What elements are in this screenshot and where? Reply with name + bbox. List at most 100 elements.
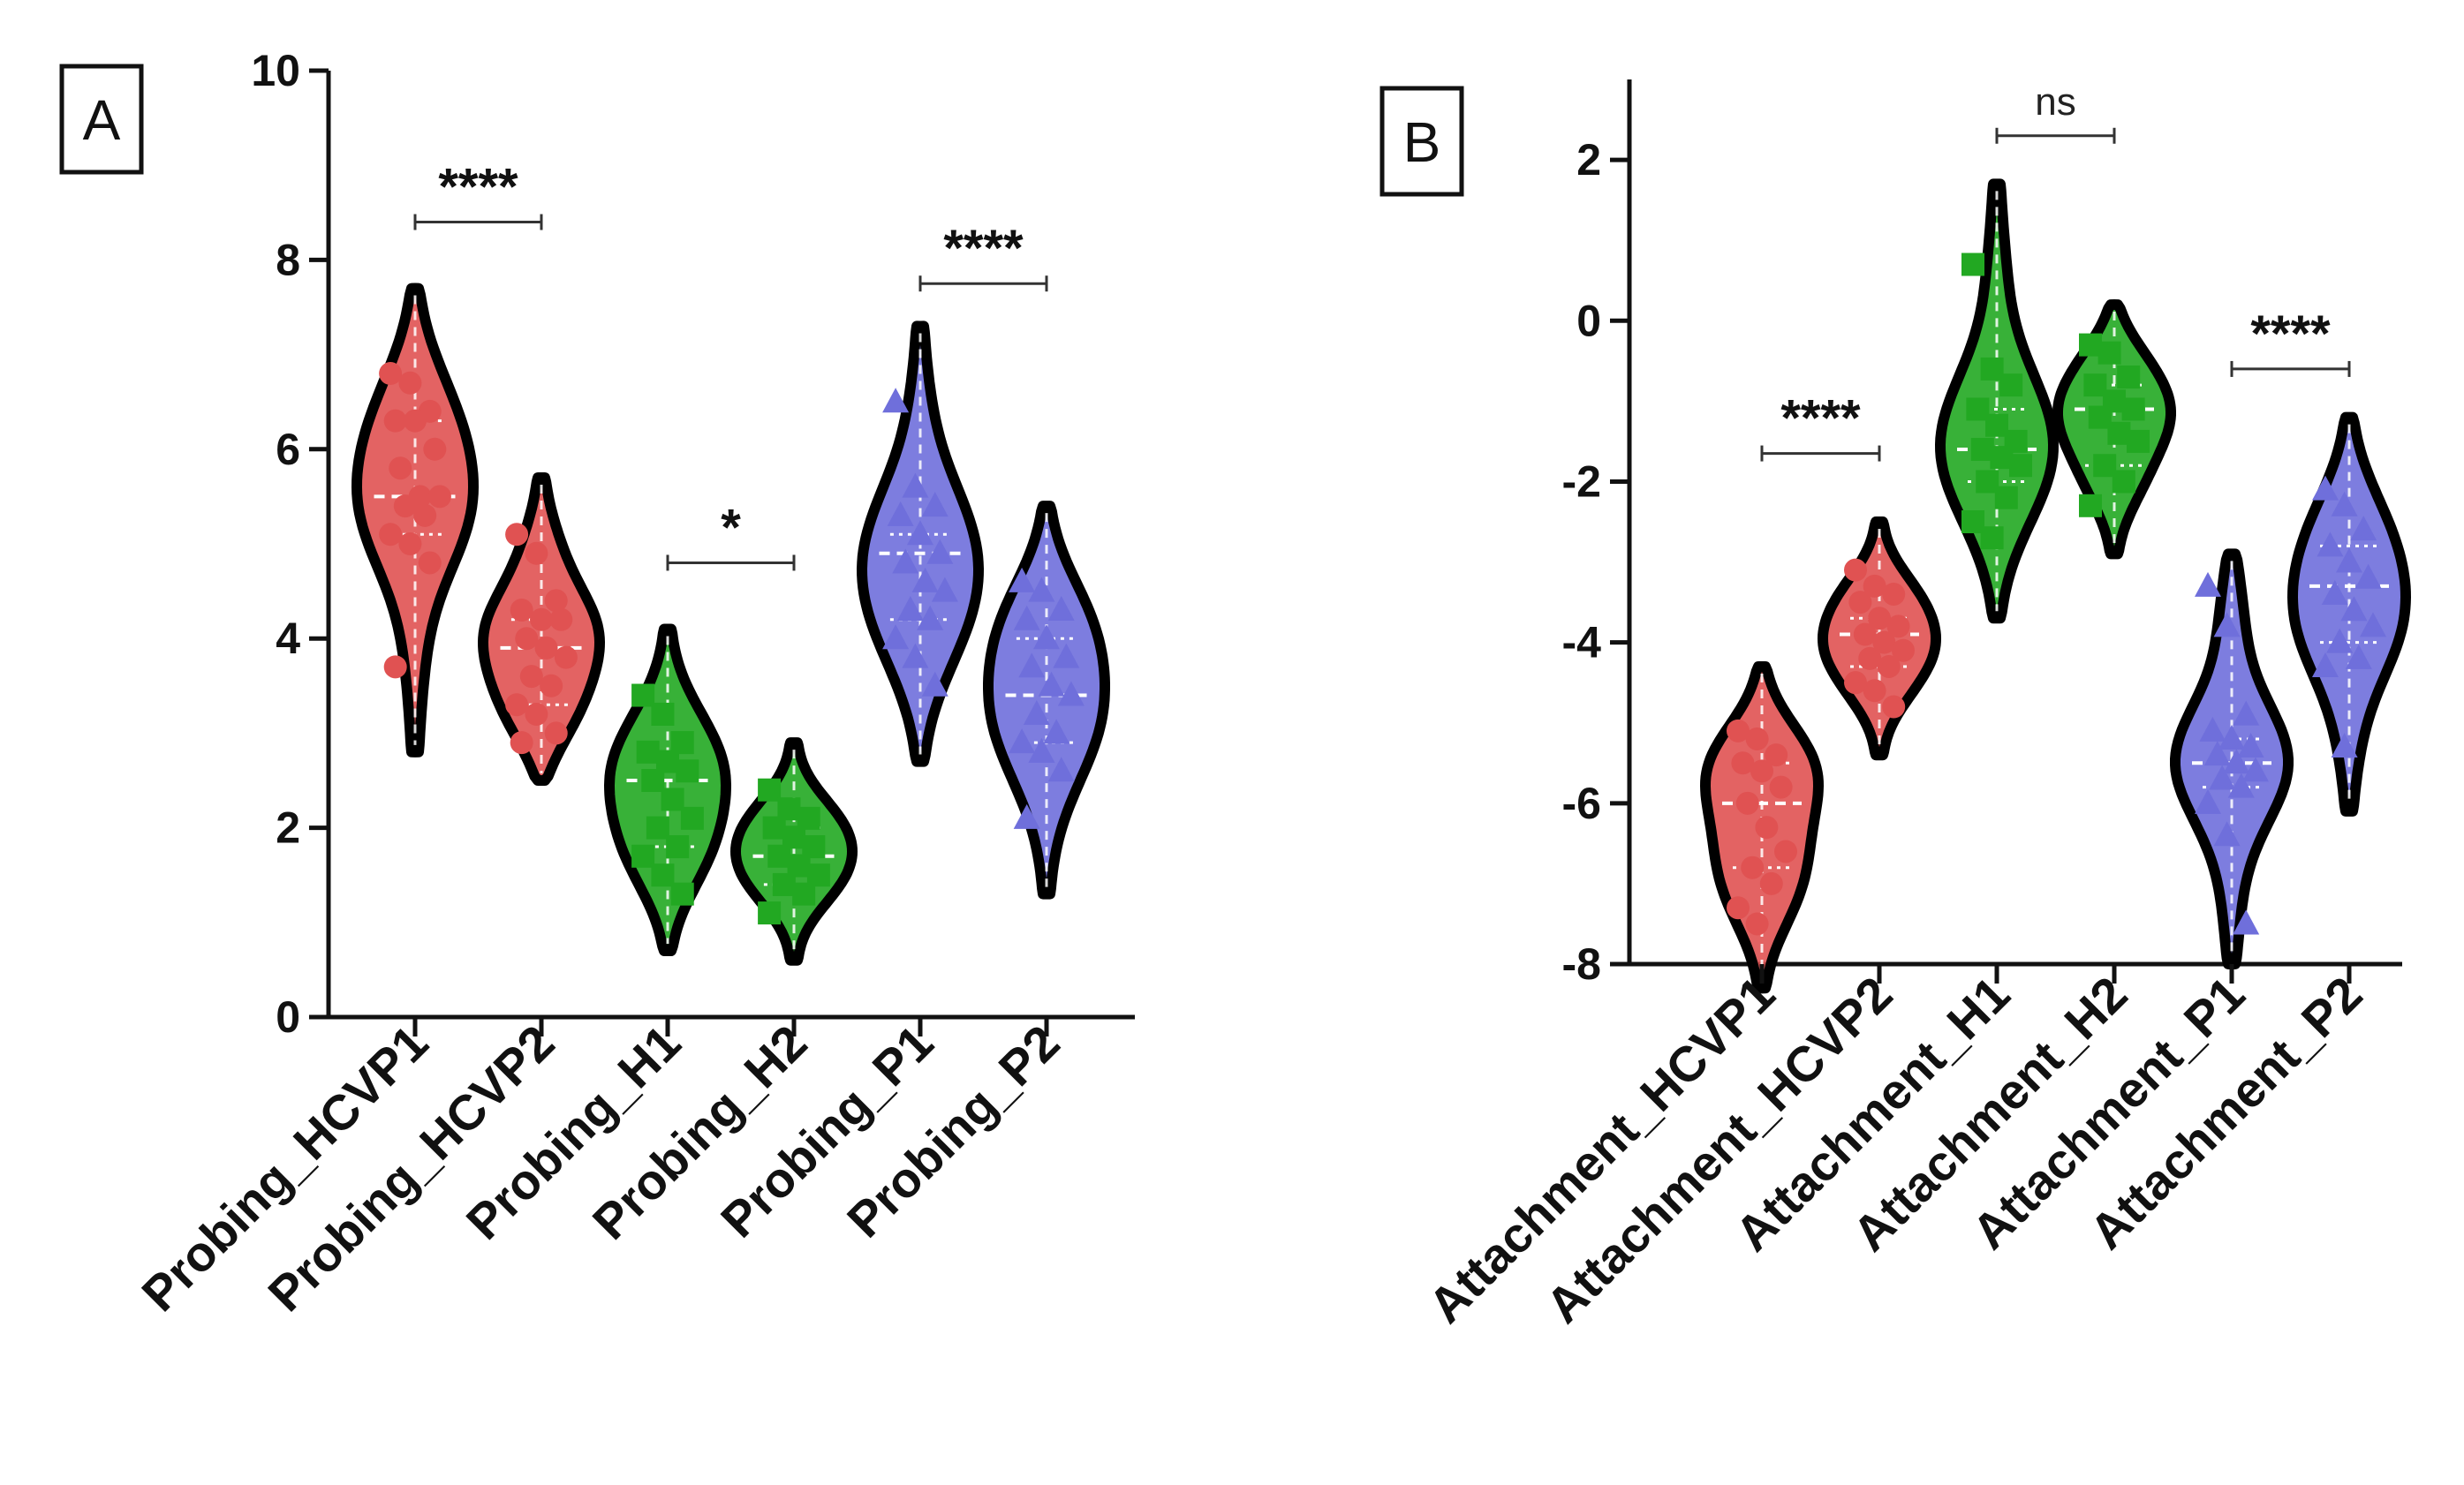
data-point [2223,749,2250,774]
data-point [762,816,786,840]
data-point [530,607,553,631]
data-point [418,551,442,575]
data-point [2317,531,2344,557]
data-point [1892,638,1915,662]
violin-group-attachment-p2 [2287,411,2411,817]
violin-body [983,501,1110,900]
panel-b-label: B [1403,110,1441,174]
y-tick-label: 0 [1576,296,1601,345]
data-point [1765,743,1788,767]
data-point [2354,563,2382,589]
data-point [1018,652,1046,678]
y-tick-label: 4 [276,614,300,663]
data-point [1057,681,1085,706]
data-point [383,655,407,679]
data-point [1741,856,1765,879]
data-point [2340,596,2368,622]
data-point [1877,654,1901,678]
data-point [641,769,665,792]
data-point [2312,475,2339,501]
significance-bracket: ns [1995,80,2116,144]
significance-label: **** [943,220,1024,277]
data-point [917,605,944,630]
significance-label: * [721,499,741,556]
y-tick-label: 2 [1576,135,1601,185]
data-point [540,674,563,697]
data-point [1872,630,1896,654]
violin-group-attachment-hcvp2 [1818,516,1941,761]
y-tick-label: -8 [1562,939,1601,989]
data-point [1043,719,1070,744]
data-point [1853,622,1877,646]
data-point [2195,571,2221,597]
significance-bracket: **** [2230,305,2351,377]
data-point [1863,679,1886,703]
data-point [2117,366,2141,389]
violin-group-attachment-p1 [2170,548,2294,969]
data-point [2097,341,2121,365]
data-point [379,362,403,386]
data-point [1750,759,1773,783]
data-point [383,409,407,433]
data-point [534,636,558,660]
significance-label: ns [2035,80,2075,124]
data-point [887,501,914,526]
data-point [1886,614,1910,638]
data-point [792,882,816,906]
data-point [1858,646,1882,670]
y-tick-label: -2 [1562,456,1601,506]
data-point [2209,765,2236,790]
violin-group-probing-h1 [604,623,731,956]
data-point [1053,643,1080,668]
violin-group-probing-h2 [730,737,858,966]
data-point [2195,788,2221,814]
data-point [544,589,568,613]
data-point [2227,773,2255,798]
data-point [1844,558,1867,582]
data-point [2079,494,2102,517]
data-point [2331,491,2358,516]
data-point [1774,840,1797,863]
data-point [389,456,412,480]
data-point [1727,719,1750,742]
data-point [1727,896,1750,920]
data-point [2345,644,2372,669]
data-point [2242,757,2269,782]
data-point [2218,724,2245,750]
data-point [1009,728,1036,754]
y-tick-label: 8 [276,235,300,284]
y-tick-label: 0 [276,992,300,1042]
data-point [1980,526,2004,550]
data-point [1047,757,1075,782]
data-point [2127,429,2150,453]
y-tick-label: -6 [1562,779,1601,828]
data-point [651,702,675,726]
data-point [882,388,910,413]
data-point [921,671,949,697]
data-point [525,541,548,565]
data-point [2233,700,2260,726]
data-point [1028,737,1055,763]
data-point [1047,596,1075,622]
data-point [525,702,548,726]
data-point [2203,741,2231,766]
data-point [661,788,684,811]
y-tick-label: 2 [276,803,300,853]
data-point [1994,486,2018,509]
violin-group-probing-p1 [857,320,984,767]
significance-bracket: **** [413,159,543,230]
data-point [1009,567,1036,592]
data-point [631,683,655,707]
data-point [2336,547,2362,573]
data-point [1999,373,2023,397]
data-point [519,665,543,689]
violin-group-probing-hcvp1 [351,283,479,758]
data-point [2237,733,2264,758]
data-point [2121,397,2145,421]
data-point [1028,577,1055,602]
data-point [1882,695,1906,719]
data-point [544,721,568,745]
significance-bracket: **** [1760,390,1881,462]
panel-a-label: A [83,88,121,152]
